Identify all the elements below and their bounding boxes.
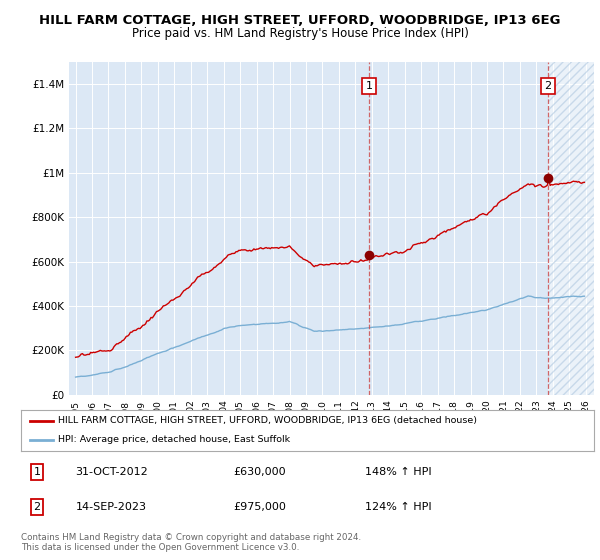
Text: HILL FARM COTTAGE, HIGH STREET, UFFORD, WOODBRIDGE, IP13 6EG (detached house): HILL FARM COTTAGE, HIGH STREET, UFFORD, … [58,417,477,426]
Text: Contains HM Land Registry data © Crown copyright and database right 2024.: Contains HM Land Registry data © Crown c… [21,533,361,542]
Text: 31-OCT-2012: 31-OCT-2012 [76,467,148,477]
Text: HPI: Average price, detached house, East Suffolk: HPI: Average price, detached house, East… [58,435,290,444]
Text: £975,000: £975,000 [233,502,286,512]
Text: 2: 2 [545,81,551,91]
Text: 1: 1 [34,467,41,477]
Bar [548,62,594,395]
Text: 14-SEP-2023: 14-SEP-2023 [76,502,146,512]
Text: 148% ↑ HPI: 148% ↑ HPI [365,467,431,477]
Text: This data is licensed under the Open Government Licence v3.0.: This data is licensed under the Open Gov… [21,543,299,552]
Text: HILL FARM COTTAGE, HIGH STREET, UFFORD, WOODBRIDGE, IP13 6EG: HILL FARM COTTAGE, HIGH STREET, UFFORD, … [39,14,561,27]
Text: 2: 2 [34,502,41,512]
Text: 124% ↑ HPI: 124% ↑ HPI [365,502,431,512]
Text: £630,000: £630,000 [233,467,286,477]
Text: 1: 1 [365,81,373,91]
Text: Price paid vs. HM Land Registry's House Price Index (HPI): Price paid vs. HM Land Registry's House … [131,27,469,40]
Bar [548,62,594,395]
